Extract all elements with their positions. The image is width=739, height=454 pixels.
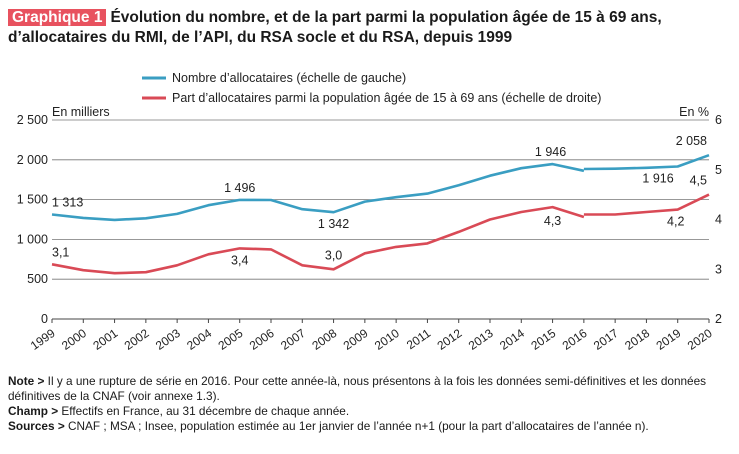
right-tick-label: 2	[715, 312, 722, 326]
x-tick-label: 2020	[685, 326, 715, 353]
figure-badge: Graphique 1	[8, 9, 107, 26]
x-tick-label: 2016	[560, 326, 590, 353]
legend-label: Part d’allocataires parmi la population …	[172, 91, 601, 105]
left-tick-label: 2 000	[17, 153, 48, 167]
x-tick-label: 2001	[90, 326, 120, 353]
x-tick-label: 2000	[59, 326, 89, 353]
title-line-1: Évolution du nombre, et de la part parmi…	[110, 9, 662, 26]
x-tick-label: 2004	[184, 326, 214, 353]
x-tick-label: 2015	[528, 326, 558, 353]
sources-line: Sources > CNAF ; MSA ; Insee, population…	[8, 419, 732, 434]
series-line-count	[583, 153, 710, 171]
champ-label: Champ >	[8, 404, 59, 418]
champ-text: Effectifs en France, au 31 décembre de c…	[58, 404, 350, 418]
data-label: 1 916	[642, 171, 673, 185]
data-label: 1 496	[224, 181, 255, 195]
data-label: 3,4	[231, 253, 248, 267]
legend-label: Nombre d’allocataires (échelle de gauche…	[172, 71, 406, 85]
notes-block: Note > Il y a une rupture de série en 20…	[8, 374, 732, 434]
right-tick-label: 3	[715, 262, 722, 276]
x-tick-label: 2017	[591, 326, 621, 353]
data-label: 3,1	[52, 245, 69, 259]
data-label: 1 342	[318, 217, 349, 231]
left-tick-label: 1 000	[17, 232, 48, 246]
note-line: Note > Il y a une rupture de série en 20…	[8, 374, 732, 404]
sources-label: Sources >	[8, 419, 65, 433]
champ-line: Champ > Effectifs en France, au 31 décem…	[8, 404, 732, 419]
x-tick-label: 2014	[497, 326, 527, 353]
x-tick-label: 2013	[466, 326, 496, 353]
x-tick-label: 2019	[654, 326, 684, 353]
x-tick-label: 1999	[28, 326, 58, 353]
data-label: 1 313	[52, 195, 83, 209]
data-label: 1 946	[535, 145, 566, 159]
data-label: 3,0	[325, 248, 342, 262]
left-tick-label: 1 500	[17, 193, 48, 207]
right-axis-label: En %	[679, 105, 709, 119]
sources-text: CNAF ; MSA ; Insee, population estimée a…	[64, 419, 649, 433]
data-label: 4,5	[690, 174, 707, 188]
x-tick-label: 2003	[153, 326, 183, 353]
right-tick-label: 6	[715, 113, 722, 127]
left-tick-label: 0	[41, 312, 48, 326]
x-tick-label: 2002	[122, 326, 152, 353]
x-tick-label: 2018	[622, 326, 652, 353]
series-line-count	[51, 162, 585, 222]
x-tick-label: 2008	[309, 326, 339, 353]
title-line-2: d’allocataires du RMI, de l’API, du RSA …	[8, 29, 513, 46]
x-tick-label: 2010	[372, 326, 402, 353]
series-line-share	[51, 205, 585, 275]
data-label: 4,2	[667, 215, 684, 229]
data-label: 2 058	[676, 134, 707, 148]
x-tick-label: 2009	[341, 326, 371, 353]
line-chart: Nombre d’allocataires (échelle de gauche…	[17, 71, 722, 353]
left-axis-label: En milliers	[52, 105, 110, 119]
note-label: Note >	[8, 374, 45, 388]
x-tick-label: 2012	[435, 326, 465, 353]
x-tick-label: 2005	[216, 326, 246, 353]
series-line-share	[583, 193, 710, 216]
x-tick-label: 2006	[247, 326, 277, 353]
chart-title: Graphique 1 Évolution du nombre, et de la…	[8, 8, 732, 48]
right-tick-label: 4	[715, 213, 722, 227]
data-label: 4,3	[544, 214, 561, 228]
x-tick-label: 2011	[404, 326, 433, 352]
left-tick-label: 500	[27, 272, 48, 286]
x-tick-label: 2007	[278, 326, 308, 353]
right-tick-label: 5	[715, 163, 722, 177]
left-tick-label: 2 500	[17, 113, 48, 127]
note-text: Il y a une rupture de série en 2016. Pou…	[8, 374, 707, 403]
